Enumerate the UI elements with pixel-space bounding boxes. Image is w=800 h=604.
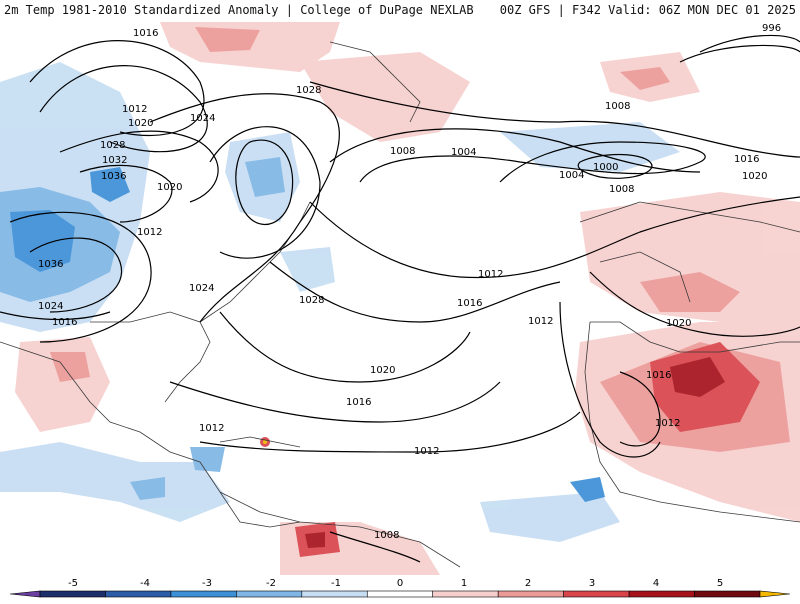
isobar-label: 1020 — [128, 118, 153, 129]
isobar-label: 1016 — [457, 298, 482, 309]
model-run-info: 00Z GFS | F342 Valid: 06Z MON DEC 01 202… — [499, 3, 796, 17]
isobar-label: 1036 — [38, 259, 63, 270]
isobar-label: 1020 — [742, 171, 767, 182]
colorbar-tick-label: -5 — [68, 578, 78, 589]
map-title: 2m Temp 1981-2010 Standardized Anomaly |… — [4, 3, 474, 17]
colorbar-band — [628, 590, 695, 598]
isobar-label: 1004 — [451, 147, 476, 158]
colorbar-band — [39, 590, 106, 598]
isobar-label: 1012 — [478, 269, 503, 280]
coastlines — [0, 41, 800, 568]
isobar-label: 1012 — [122, 104, 147, 115]
coast-iberia — [599, 251, 691, 303]
isobar-label: 1020 — [666, 318, 691, 329]
colorbar-tick-label: 0 — [397, 578, 403, 589]
weather-map[interactable]: 1016 1012 1020 1024 1028 1032 1036 1020 … — [0, 22, 800, 575]
cold-anomaly-canada-strong — [10, 210, 75, 272]
isobar-label: 1012 — [414, 446, 439, 457]
isobar-label: 1016 — [52, 317, 77, 328]
colorbar-tick-label: 5 — [717, 578, 723, 589]
isobar-label: 1024 — [189, 283, 214, 294]
isobar-label: 1008 — [374, 530, 399, 541]
colorbar-tick-label: -4 — [140, 578, 150, 589]
colorbar-ticks: -5 -4 -3 -2 -1 0 1 2 3 4 5 — [68, 578, 723, 589]
isobar-label: 1012 — [199, 423, 224, 434]
isobar-label: 1016 — [646, 370, 671, 381]
colorbar-band — [366, 590, 434, 598]
isobar-label: 1028 — [296, 85, 321, 96]
colorbar-tick-label: 1 — [461, 578, 467, 589]
isobar-label: 1008 — [609, 184, 634, 195]
colorbar-tick-label: -3 — [202, 578, 212, 589]
coast-greenland — [329, 41, 421, 123]
colorbar-band — [497, 590, 564, 598]
colorbar-band — [694, 590, 761, 598]
colorbar-tick-label: 3 — [589, 578, 595, 589]
coast-south-america — [219, 491, 461, 568]
colorbar-svg: -5 -4 -3 -2 -1 0 1 2 3 4 5 — [9, 578, 791, 598]
isobar-label: 1004 — [559, 170, 584, 181]
colorbar-tick-label: 4 — [653, 578, 659, 589]
map-canvas: 1016 1012 1020 1024 1028 1032 1036 1020 … — [0, 22, 800, 575]
colorbar-tick-label: -2 — [266, 578, 276, 589]
isobar-label: 1016 — [346, 397, 371, 408]
colorbar-band — [170, 590, 237, 598]
colorbar-band — [105, 590, 172, 598]
colorbar-tick-label: 2 — [525, 578, 531, 589]
isobar-label: 1032 — [102, 155, 127, 166]
isobar-label: 1012 — [655, 418, 680, 429]
colorbar-min-arrow — [9, 590, 41, 598]
isobar-label: 1012 — [137, 227, 162, 238]
isobar-label: 1020 — [157, 182, 182, 193]
isobar-label: 1020 — [370, 365, 395, 376]
colorbar-band — [563, 590, 630, 598]
isobar-label: 1016 — [734, 154, 759, 165]
map-header: 2m Temp 1981-2010 Standardized Anomaly |… — [0, 0, 800, 22]
colorbar-band — [432, 590, 499, 598]
isobar-label: 1024 — [190, 113, 215, 124]
colorbar-tick-label: -1 — [331, 578, 341, 589]
isobar-label: 1008 — [605, 101, 630, 112]
coast-north-america — [0, 341, 301, 528]
coast-africa — [590, 321, 800, 353]
colorbar-band — [236, 590, 303, 598]
isobar-label: 996 — [762, 23, 781, 34]
colorbar: -5 -4 -3 -2 -1 0 1 2 3 4 5 — [0, 575, 800, 600]
isobar-labels: 1016 1012 1020 1024 1028 1032 1036 1020 … — [38, 23, 781, 541]
coast-europe — [579, 201, 800, 233]
isobar-label: 1028 — [299, 295, 324, 306]
colorbar-bands — [9, 590, 791, 598]
colorbar-max-arrow — [759, 590, 791, 598]
isobar-label: 1036 — [101, 171, 126, 182]
isobar-label: 1012 — [528, 316, 553, 327]
isobar-label: 1008 — [390, 146, 415, 157]
isobar-label: 1024 — [38, 301, 63, 312]
isobar-label: 1000 — [593, 162, 618, 173]
isobar-label: 1028 — [100, 140, 125, 151]
isobar-label: 1016 — [133, 28, 158, 39]
colorbar-band — [301, 590, 368, 598]
isobars — [0, 34, 800, 563]
